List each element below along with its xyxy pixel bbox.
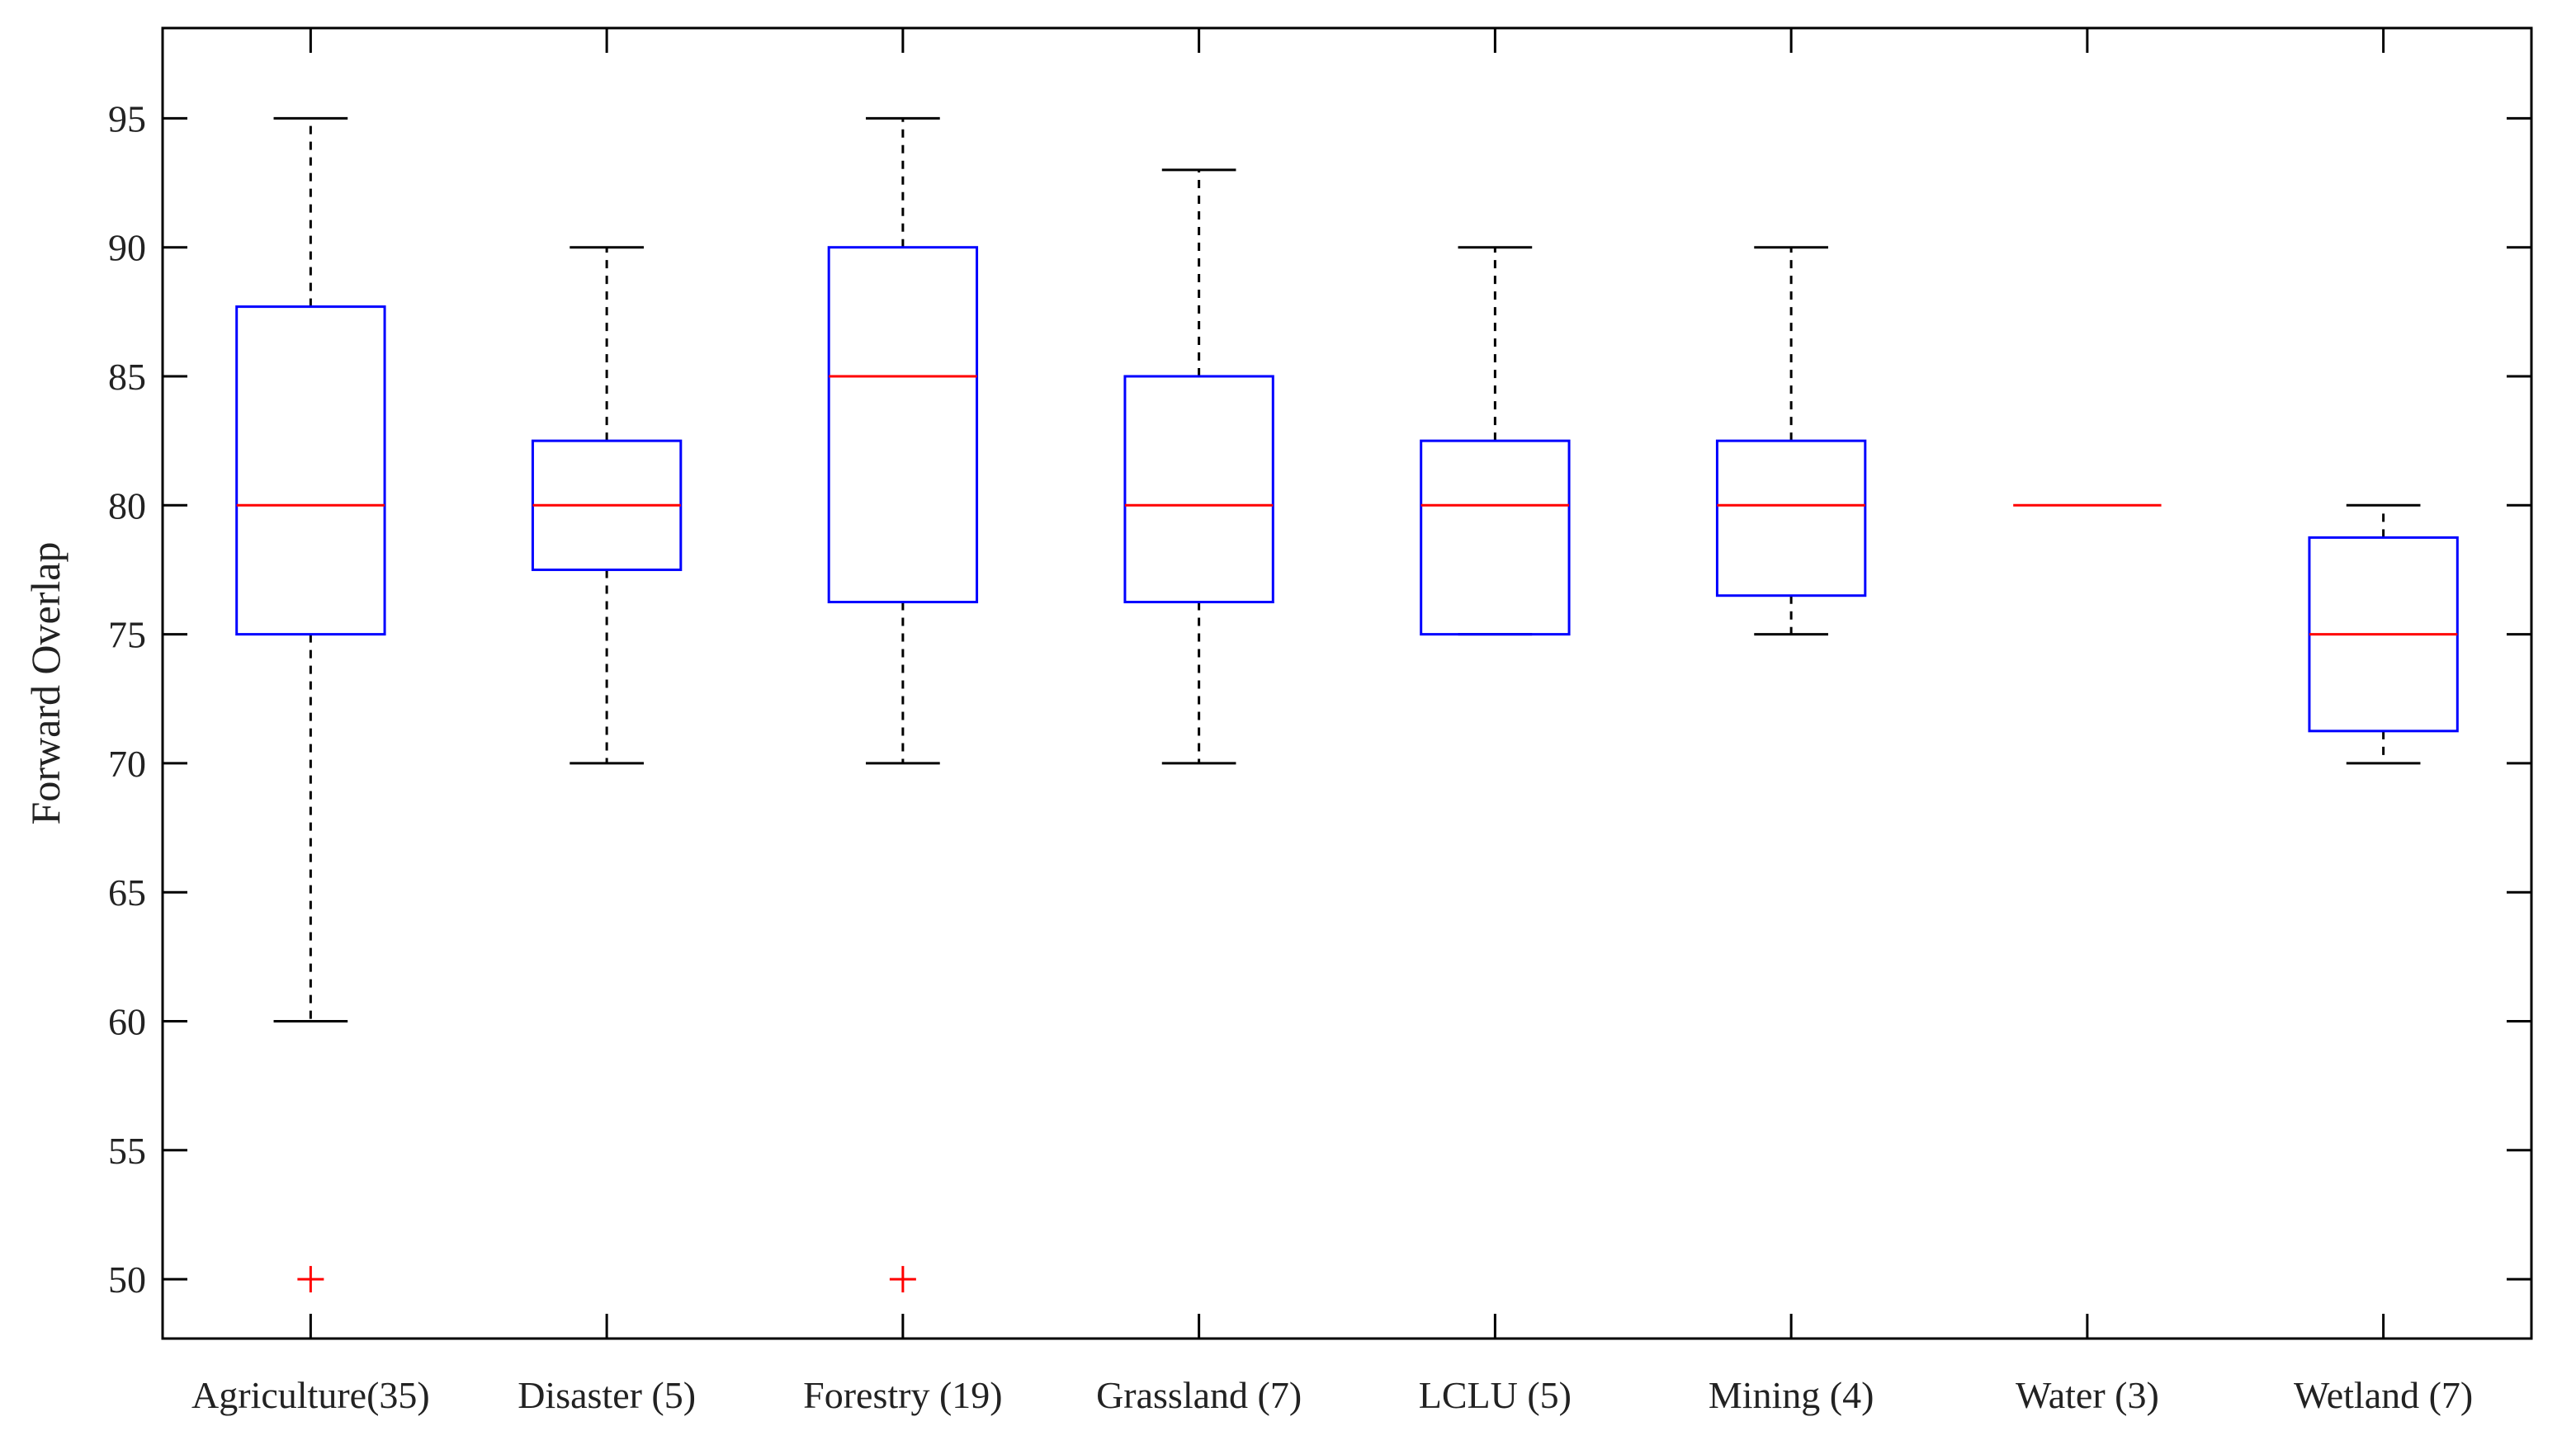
plot-frame	[161, 26, 2533, 1340]
iqr-box	[1420, 439, 1571, 636]
box-group	[2308, 503, 2459, 765]
x-category-label: Grassland (7)	[1096, 1374, 1302, 1416]
y-tick-label: 70	[108, 743, 146, 785]
x-category-label: Water (3)	[2016, 1374, 2159, 1416]
y-tick-label: 75	[108, 614, 146, 656]
box-group	[1715, 246, 1867, 636]
y-tick-label: 60	[108, 1001, 146, 1043]
x-category-label: Disaster (5)	[518, 1374, 696, 1416]
plot-marks	[235, 116, 2459, 1293]
outlier-marker	[889, 1266, 916, 1293]
box-group	[531, 246, 683, 765]
y-tick-label: 90	[108, 227, 146, 269]
x-category-label: Mining (4)	[1709, 1374, 1874, 1416]
box-group	[1420, 246, 1571, 636]
y-tick-label: 95	[108, 97, 146, 139]
y-tick-label: 55	[108, 1130, 146, 1172]
y-tick-label: 50	[108, 1258, 146, 1301]
y-tick-label: 85	[108, 356, 146, 398]
iqr-box	[827, 246, 979, 604]
y-tick-label: 80	[108, 484, 146, 527]
y-axis: 50 55 60 65 70 75 80 85 90 95	[108, 97, 2531, 1301]
x-category-label: LCLU (5)	[1419, 1374, 1572, 1416]
iqr-box	[1123, 375, 1274, 604]
iqr-box	[1715, 439, 1867, 597]
y-tick-label: 65	[108, 871, 146, 914]
x-category-label: Agriculture(35)	[191, 1374, 430, 1416]
outlier-marker	[297, 1266, 324, 1293]
x-category-label: Wetland (7)	[2294, 1374, 2473, 1416]
y-axis-label: Forward Overlap	[22, 542, 69, 825]
box-group	[235, 116, 386, 1293]
box-group	[827, 116, 979, 1293]
x-category-label: Forestry (19)	[803, 1374, 1002, 1416]
box-group	[1123, 168, 1274, 765]
iqr-box	[235, 305, 386, 636]
x-axis: Agriculture(35) Disaster (5) Forestry (19)…	[191, 28, 2473, 1416]
